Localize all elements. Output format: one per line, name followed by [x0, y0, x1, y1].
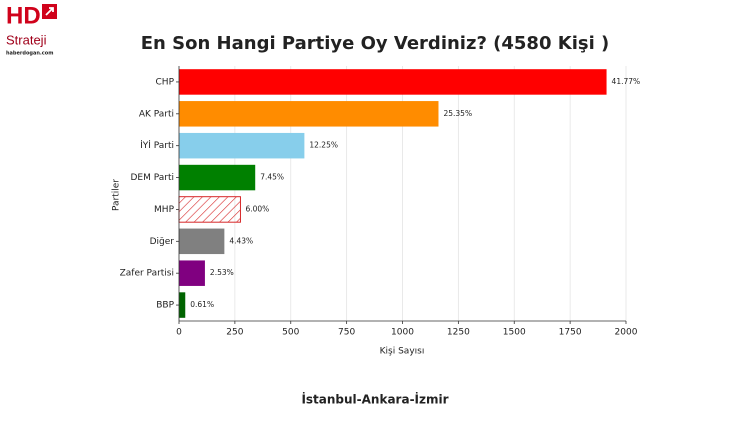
x-axis-label: Kişi Sayısı [380, 347, 425, 357]
x-tick-label: 2000 [615, 328, 638, 338]
chart-title: En Son Hangi Partiye Oy Verdiniz? (4580 … [141, 33, 610, 54]
x-tick-label: 500 [282, 328, 299, 338]
value-label: 7.45% [260, 173, 284, 182]
bar [179, 164, 256, 191]
value-label: 6.00% [245, 204, 269, 213]
logo-name: Strateji [6, 32, 47, 47]
value-label: 0.61% [190, 300, 214, 309]
x-tick-label: 1250 [447, 328, 470, 338]
bar [179, 132, 305, 159]
x-tick-label: 750 [338, 328, 355, 338]
x-tick-label: 1000 [391, 328, 414, 338]
x-tick-label: 1500 [503, 328, 526, 338]
bar [178, 196, 241, 223]
y-axis-label: Partiler [112, 179, 122, 211]
y-tick-label: Zafer Partisi [120, 269, 174, 279]
y-tick-label: CHP [156, 77, 175, 87]
logo: HD Strateji haberdogan.com [6, 2, 57, 57]
bar [179, 260, 205, 286]
value-label: 12.25% [309, 141, 338, 150]
x-tick-label: 1750 [559, 328, 582, 338]
value-label: 4.43% [229, 236, 253, 245]
y-tick-label: AK Parti [139, 109, 174, 119]
y-tick-label: DEM Parti [130, 173, 174, 183]
logo-arrow [45, 7, 54, 16]
y-tick-label: BBP [156, 301, 174, 311]
logo-site: haberdogan.com [6, 51, 53, 57]
value-label: 2.53% [210, 268, 234, 277]
bar [179, 228, 225, 255]
x-tick-label: 250 [226, 328, 243, 338]
bar [179, 101, 439, 127]
y-tick-label: Diğer [150, 237, 175, 247]
value-label: 41.77% [612, 77, 641, 86]
y-tick-label: MHP [154, 205, 175, 215]
bar [179, 292, 186, 318]
x-tick-label: 0 [176, 328, 182, 338]
bar [179, 69, 607, 95]
value-label: 25.35% [443, 109, 472, 118]
logo-brand: HD [6, 2, 41, 29]
caption: İstanbul-Ankara-İzmir [301, 392, 448, 407]
y-tick-label: İYİ Parti [140, 140, 174, 151]
